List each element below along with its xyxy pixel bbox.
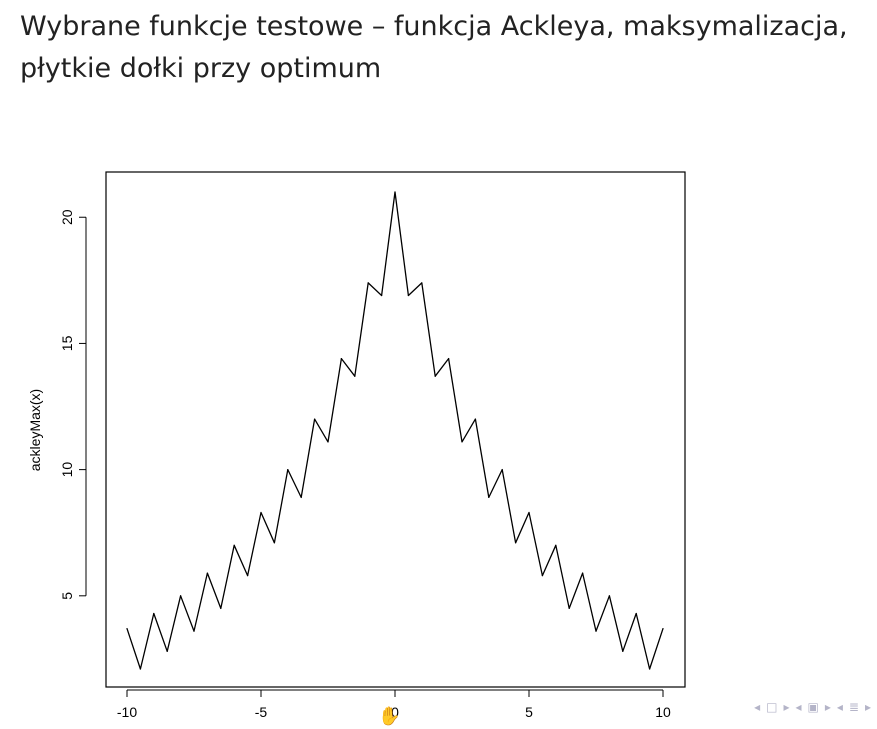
plot-box bbox=[105, 171, 686, 688]
data-point bbox=[367, 282, 369, 284]
data-point bbox=[327, 441, 329, 443]
data-point bbox=[515, 542, 517, 544]
data-point bbox=[474, 418, 476, 420]
data-point bbox=[354, 375, 356, 377]
data-point bbox=[193, 630, 195, 632]
subsection-right-icon[interactable]: ▸ bbox=[864, 700, 871, 714]
data-point bbox=[394, 191, 396, 193]
data-point bbox=[260, 511, 262, 514]
x-tick-label: -5 bbox=[255, 704, 268, 720]
section-left-icon[interactable]: ◂ bbox=[795, 700, 802, 714]
data-point bbox=[608, 595, 611, 597]
data-point bbox=[314, 418, 316, 420]
data-point bbox=[501, 469, 503, 471]
section-right-icon[interactable]: ▸ bbox=[824, 700, 831, 714]
data-point bbox=[126, 628, 128, 630]
data-point bbox=[300, 496, 302, 498]
subsection-icon[interactable]: ≣ bbox=[848, 700, 859, 714]
subsection-left-icon[interactable]: ◂ bbox=[836, 700, 843, 714]
hand-cursor-icon: ✋ bbox=[378, 706, 401, 727]
data-point bbox=[568, 607, 570, 610]
nav-right-icon[interactable]: ▸ bbox=[783, 700, 790, 714]
data-point bbox=[622, 650, 624, 652]
y-tick-label: 20 bbox=[59, 209, 75, 225]
data-point bbox=[206, 572, 208, 574]
data-point bbox=[595, 630, 597, 632]
data-point bbox=[139, 668, 141, 670]
data-point bbox=[448, 357, 450, 360]
data-point bbox=[166, 650, 168, 652]
x-tick-label: 5 bbox=[525, 704, 533, 720]
data-point bbox=[381, 294, 383, 297]
beamer-nav-bar: ◂ □ ▸ ◂ ▣ ▸ ◂ ≣ ▸ bbox=[754, 700, 871, 714]
data-point bbox=[555, 544, 557, 546]
data-point bbox=[582, 572, 584, 574]
data-point bbox=[528, 511, 530, 514]
data-point bbox=[180, 595, 182, 597]
data-point bbox=[488, 496, 490, 498]
y-tick-label: 5 bbox=[59, 592, 75, 600]
data-point bbox=[541, 575, 544, 577]
data-point bbox=[340, 357, 342, 360]
data-point bbox=[233, 544, 235, 546]
data-point bbox=[407, 294, 409, 297]
data-point bbox=[635, 612, 637, 615]
y-axis: 5 10 15 20 bbox=[59, 209, 87, 600]
data-point bbox=[247, 575, 249, 577]
data-point bbox=[273, 542, 275, 544]
y-tick-label: 15 bbox=[59, 335, 75, 351]
data-point bbox=[421, 282, 423, 284]
slide-title: Wybrane funkcje testowe – funkcja Ackley… bbox=[20, 11, 848, 84]
y-tick-label: 10 bbox=[59, 462, 75, 478]
series-layer bbox=[126, 191, 664, 670]
x-tick-label: 10 bbox=[655, 704, 671, 720]
x-tick-label: 0 bbox=[391, 704, 399, 720]
x-axis: -10 -5 0 5 10 bbox=[117, 689, 671, 720]
frame-icon[interactable]: □ bbox=[766, 700, 778, 714]
nav-left-icon[interactable]: ◂ bbox=[754, 700, 761, 714]
data-point bbox=[461, 441, 463, 443]
data-point bbox=[220, 607, 222, 610]
y-axis-label: ackleyMax(x) bbox=[27, 389, 43, 471]
data-point bbox=[153, 612, 155, 615]
data-point bbox=[287, 469, 289, 471]
x-tick-label: -10 bbox=[117, 704, 137, 720]
data-point bbox=[649, 668, 651, 670]
section-icon[interactable]: ▣ bbox=[807, 700, 819, 714]
data-point bbox=[662, 628, 664, 630]
data-point bbox=[434, 375, 436, 377]
